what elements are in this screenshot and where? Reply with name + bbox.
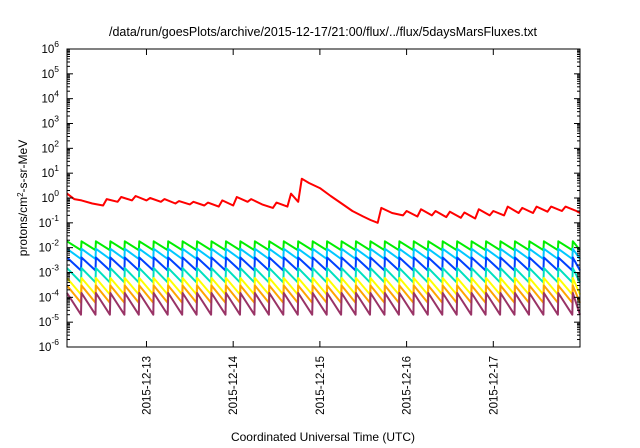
y-tick-label: 102 xyxy=(41,138,59,155)
y-tick-label: 105 xyxy=(41,64,59,81)
y-tick-label: 10-2 xyxy=(39,238,60,255)
series-line-8 xyxy=(66,292,581,316)
y-tick-label: 104 xyxy=(41,89,59,106)
x-tick-label: 2015-12-17 xyxy=(488,356,500,415)
y-axis-label-suffix: -s-sr-MeV xyxy=(16,140,30,193)
y-tick-label: 10-5 xyxy=(39,312,60,329)
y-tick-label: 10-6 xyxy=(39,337,60,354)
y-tick-label: 100 xyxy=(41,188,59,205)
series-layer xyxy=(66,177,581,316)
y-axis-label-sup: 2 xyxy=(16,192,25,197)
y-tick-label: 106 xyxy=(41,39,59,56)
y-tick-label: 10-1 xyxy=(39,213,60,230)
y-tick-label: 101 xyxy=(41,163,59,180)
x-tick-label: 2015-12-14 xyxy=(228,355,240,414)
y-tick-label: 10-4 xyxy=(39,287,60,304)
series-line-2 xyxy=(66,240,581,252)
y-tick-label: 103 xyxy=(41,114,59,131)
y-tick-label: 10-3 xyxy=(39,263,60,280)
series-line-1 xyxy=(66,177,581,224)
x-axis-ticks: 2015-12-13 2015-12-14 2015-12-15 2015-12-16… xyxy=(141,49,500,415)
y-axis-label-prefix: protons/cm xyxy=(16,197,30,256)
series-line-3 xyxy=(66,247,581,260)
x-tick-label: 2015-12-15 xyxy=(315,356,327,415)
series-line-4 xyxy=(66,256,581,272)
y-axis-label: protons/cm2-s-sr-MeV xyxy=(16,140,31,256)
chart-title: /data/run/goesPlots/archive/2015-12-17/2… xyxy=(109,25,538,39)
x-tick-label: 2015-12-13 xyxy=(141,356,153,415)
x-tick-label: 2015-12-16 xyxy=(402,356,414,415)
x-axis-label: Coordinated Universal Time (UTC) xyxy=(231,430,415,444)
plot-frame xyxy=(66,48,581,348)
